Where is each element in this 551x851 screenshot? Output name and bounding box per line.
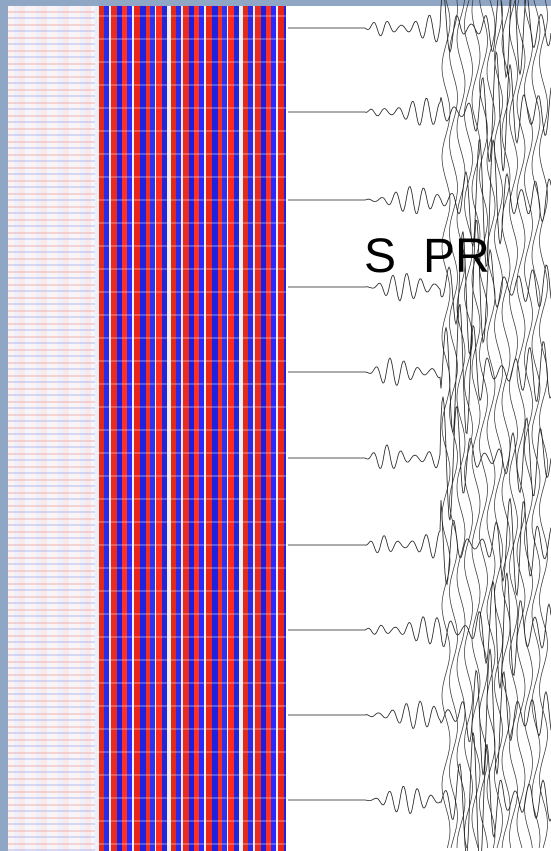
waveform	[288, 50, 551, 172]
waveform-dense	[441, 0, 451, 849]
waveform-dense	[464, 0, 473, 849]
waveform	[288, 138, 551, 268]
waveform	[288, 498, 551, 597]
heatmap-weak	[8, 6, 98, 851]
phase-label: S	[364, 230, 396, 283]
heatmap-strong	[95, 6, 286, 851]
waveform	[288, 396, 551, 521]
waveform-dense	[449, 0, 458, 849]
waveform-dense	[471, 0, 481, 849]
viewer-frame	[8, 6, 551, 851]
waveform-dense	[479, 0, 488, 849]
waveform	[288, 0, 551, 79]
waveform-dense	[524, 0, 533, 849]
phase-label: PR	[423, 230, 490, 283]
waveform-dense	[509, 0, 518, 849]
waveform-dense	[501, 0, 511, 849]
waveform-dense	[516, 0, 526, 849]
waveform	[288, 572, 551, 689]
waveform-dense	[494, 0, 503, 849]
waveform	[288, 732, 551, 851]
waveform-dense	[486, 0, 496, 849]
waveform	[288, 648, 551, 776]
waveform	[288, 219, 551, 356]
waveform-dense	[531, 0, 541, 849]
waveform-dense	[539, 0, 548, 849]
waveform	[288, 303, 551, 435]
